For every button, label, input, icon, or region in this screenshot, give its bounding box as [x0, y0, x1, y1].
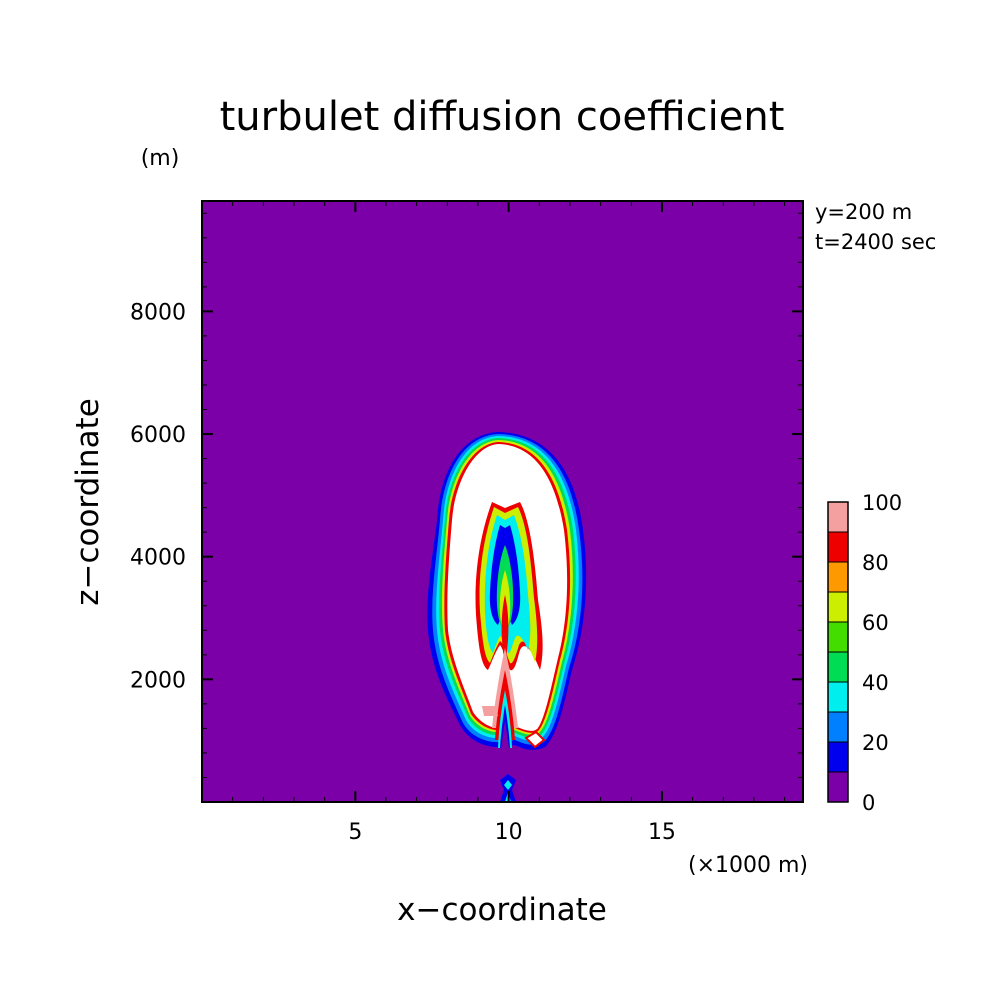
annotation-time: t=2400 sec	[815, 230, 936, 254]
colorbar-tick-label: 0	[862, 791, 875, 815]
y-tick-label: 6000	[130, 423, 186, 448]
lower-notch-fill	[501, 720, 509, 748]
colorbar-tick-label: 20	[862, 731, 889, 755]
colorbar-tick-label: 100	[862, 491, 902, 515]
colorbar-tick-label: 60	[862, 611, 889, 635]
colorbar-segment	[827, 591, 849, 623]
y-unit-label: (m)	[141, 146, 180, 171]
plot-frame	[201, 200, 804, 803]
ground-feature-cyan	[504, 780, 512, 790]
x-tick-label: 15	[648, 820, 676, 845]
colorbar-segment	[827, 711, 849, 743]
colorbar-segment	[827, 741, 849, 773]
left-lobe-pink	[482, 706, 498, 716]
colorbar: 0 20 40 60 80 100	[827, 491, 902, 815]
colorbar-segment	[827, 651, 849, 683]
colorbar-segment	[827, 771, 849, 803]
y-tick-label: 2000	[130, 668, 186, 693]
x-unit-label: (×1000 m)	[688, 853, 808, 878]
y-tick-label: 8000	[130, 300, 186, 325]
colorbar-segment	[827, 561, 849, 593]
colorbar-segment	[827, 681, 849, 713]
y-tick-label: 4000	[130, 546, 186, 571]
colorbar-segment	[827, 621, 849, 653]
x-tick-label: 10	[495, 820, 523, 845]
colorbar-frame	[827, 501, 849, 803]
major-ticks	[202, 201, 803, 802]
x-tick-label: 5	[348, 820, 362, 845]
chart-title: turbulet diffusion coefficient	[220, 94, 785, 140]
colorbar-tick-label: 40	[862, 671, 889, 695]
plume-core	[475, 502, 546, 749]
tick-labels: 5 10 15 2000 4000 6000 8000	[130, 300, 676, 845]
right-lobe-highlight	[524, 730, 546, 749]
inner-band-red-2	[501, 595, 509, 665]
x-axis-label: x−coordinate	[397, 892, 607, 928]
colorbar-segment	[827, 501, 849, 533]
colorbar-segment	[827, 531, 849, 563]
plot-area	[202, 201, 803, 802]
annotation-y-level: y=200 m	[815, 200, 912, 224]
colorbar-tick-label: 80	[862, 551, 889, 575]
y-axis-label: z−coordinate	[70, 398, 106, 606]
